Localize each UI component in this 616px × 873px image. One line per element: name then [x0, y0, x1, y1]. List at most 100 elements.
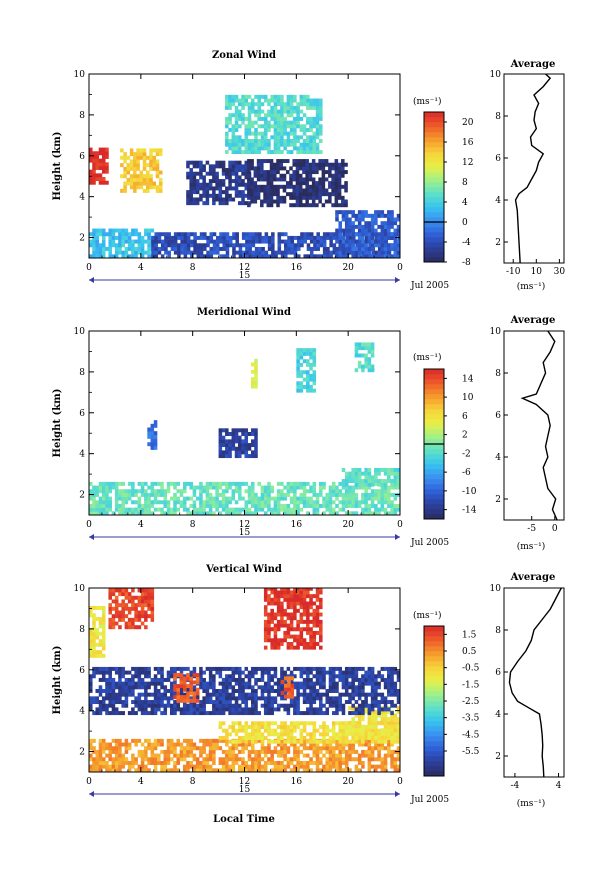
- heatmap-cell: [260, 166, 264, 171]
- heatmap-cell: [344, 188, 348, 193]
- heatmap-cell: [280, 721, 284, 726]
- heatmap-cell: [222, 235, 227, 240]
- heatmap-cell: [221, 677, 226, 682]
- heatmap-cell: [235, 232, 239, 237]
- heatmap-cell: [221, 689, 226, 693]
- heatmap-cell: [179, 500, 184, 505]
- heatmap-cell: [245, 232, 249, 237]
- heatmap-cell: [283, 742, 287, 747]
- heatmap-cell: [289, 627, 294, 632]
- heatmap-cell: [374, 739, 378, 744]
- heatmap-cell: [101, 151, 106, 156]
- heatmap-cell: [296, 235, 301, 240]
- heatmap-cell: [176, 496, 181, 501]
- heatmap-cell: [267, 98, 271, 103]
- heatmap-cell: [299, 670, 304, 675]
- heatmap-cell: [136, 155, 140, 160]
- heatmap-cell: [319, 627, 323, 632]
- heatmap-cell: [354, 353, 359, 358]
- heatmap-cell: [228, 164, 232, 169]
- heatmap-cell: [257, 738, 261, 743]
- heatmap-cell: [98, 757, 103, 762]
- heatmap-cell: [367, 228, 372, 233]
- heatmap-cell: [218, 511, 223, 516]
- heatmap-cell: [158, 181, 163, 186]
- heatmap-cell: [238, 201, 242, 206]
- heatmap-cell: [221, 507, 226, 512]
- heatmap-cell: [309, 503, 313, 508]
- heatmap-cell: [321, 181, 326, 186]
- heatmap-cell: [98, 749, 103, 754]
- heatmap-cell: [289, 485, 294, 490]
- heatmap-cell: [221, 728, 226, 733]
- heatmap-cell: [95, 760, 100, 765]
- heatmap-cell: [133, 181, 137, 186]
- heatmap-cell: [280, 590, 284, 595]
- heatmap-cell: [380, 717, 385, 722]
- heatmap-cell: [234, 190, 239, 195]
- heatmap-cell: [160, 239, 165, 244]
- heatmap-cell: [250, 454, 255, 459]
- heatmap-cell: [118, 670, 122, 675]
- heatmap-cell: [202, 746, 206, 751]
- heatmap-cell: [293, 764, 297, 769]
- heatmap-cell: [212, 511, 216, 516]
- heatmap-cell: [238, 681, 242, 686]
- heatmap-cell: [160, 492, 164, 497]
- heatmap-cell: [155, 166, 160, 171]
- heatmap-cell: [276, 601, 281, 606]
- heatmap-cell: [215, 164, 219, 169]
- heatmap-cell: [296, 351, 300, 356]
- heatmap-cell: [289, 481, 294, 486]
- heatmap-cell: [331, 166, 335, 171]
- heatmap-cell: [264, 254, 269, 259]
- heatmap-cell: [318, 184, 322, 189]
- heatmap-cell: [335, 768, 339, 773]
- heatmap-cell: [266, 177, 271, 182]
- heatmap-cell: [208, 666, 213, 671]
- heatmap-cell: [248, 254, 252, 259]
- heatmap-cell: [344, 482, 349, 487]
- heatmap-cell: [95, 254, 100, 259]
- heatmap-cell: [180, 239, 184, 244]
- heatmap-cell: [173, 764, 177, 769]
- heatmap-cell: [331, 746, 336, 751]
- heatmap-cell: [215, 489, 219, 494]
- heatmap-cell: [276, 742, 281, 747]
- heatmap-cell: [134, 674, 138, 679]
- heatmap-cell: [124, 746, 129, 751]
- heatmap-cell: [299, 638, 304, 643]
- heatmap-cell: [189, 738, 193, 743]
- heatmap-cell: [244, 724, 249, 729]
- heatmap-cell: [114, 764, 119, 769]
- heatmap-cell: [377, 213, 381, 218]
- heatmap-cell: [269, 162, 274, 167]
- heatmap-cell: [92, 666, 96, 671]
- heatmap-cell: [273, 616, 278, 621]
- heatmap-cell: [147, 232, 151, 237]
- heatmap-cell: [328, 199, 332, 204]
- heatmap-cell: [134, 696, 138, 701]
- heatmap-cell: [302, 370, 307, 375]
- heatmap-cell: [202, 175, 206, 180]
- heatmap-cell: [396, 503, 401, 508]
- heatmap-cell: [296, 768, 300, 773]
- heatmap-cell: [124, 760, 129, 765]
- heatmap-cell: [189, 186, 193, 191]
- heatmap-cell: [322, 724, 326, 729]
- heatmap-cell: [370, 364, 375, 369]
- heatmap-cell: [131, 666, 135, 671]
- heatmap-cell: [208, 749, 213, 754]
- heatmap-cell: [377, 746, 381, 751]
- heatmap-cell: [241, 760, 245, 765]
- heatmap-cell: [316, 254, 320, 259]
- heatmap-cell: [144, 692, 148, 697]
- heatmap-cell: [273, 192, 277, 197]
- heatmap-cell: [390, 735, 394, 740]
- heatmap-cell: [319, 131, 323, 136]
- heatmap-cell: [245, 235, 249, 240]
- heatmap-cell: [231, 150, 236, 155]
- heatmap-cell: [260, 159, 264, 164]
- heatmap-cell: [228, 139, 232, 143]
- heatmap-cell: [367, 720, 372, 725]
